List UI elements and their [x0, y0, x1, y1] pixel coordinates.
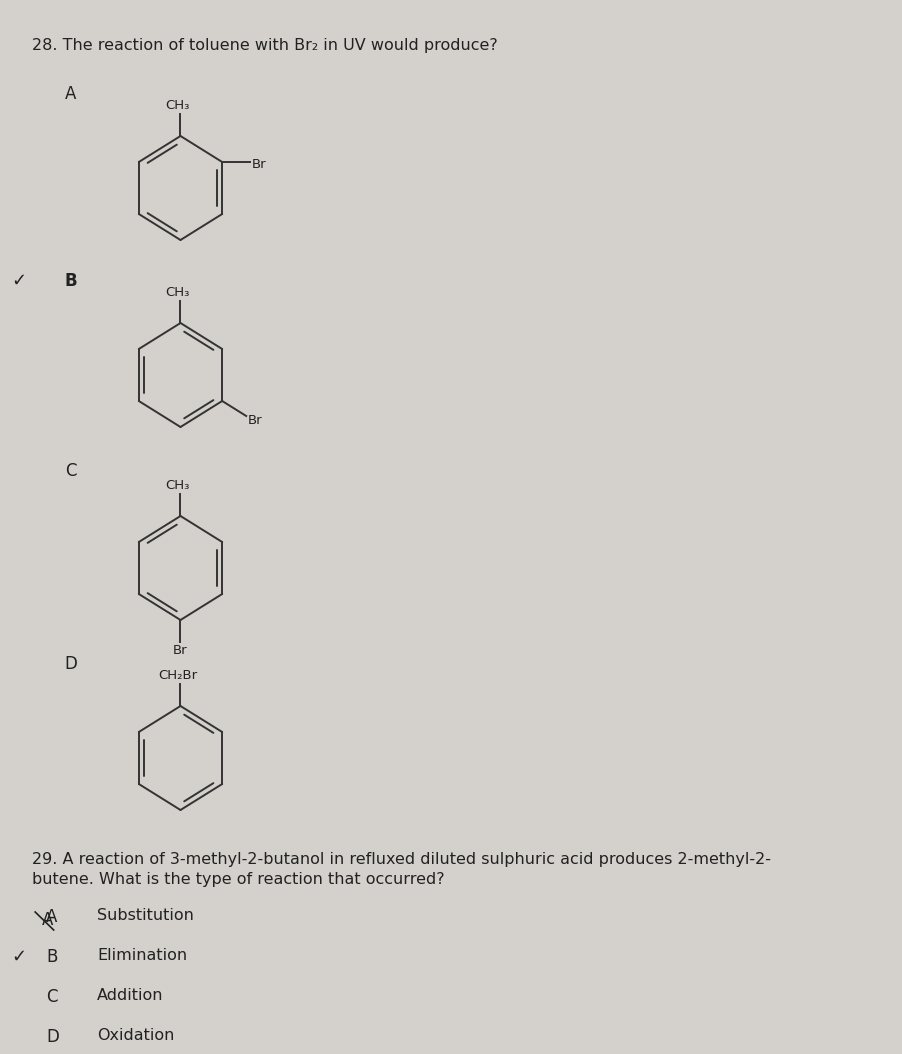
Text: CH₃: CH₃	[166, 479, 190, 492]
Text: B: B	[46, 948, 58, 967]
Text: Oxidation: Oxidation	[97, 1028, 175, 1043]
Text: Br: Br	[248, 414, 262, 427]
Text: C: C	[65, 462, 77, 480]
Text: D: D	[65, 655, 78, 674]
Text: ✓: ✓	[11, 948, 26, 967]
Text: CH₃: CH₃	[166, 286, 190, 299]
Text: Br: Br	[173, 644, 188, 657]
Text: CH₃: CH₃	[166, 99, 190, 112]
Text: A: A	[46, 907, 58, 926]
Text: butene. What is the type of reaction that occurred?: butene. What is the type of reaction tha…	[32, 872, 445, 887]
Text: Br: Br	[252, 157, 266, 171]
Text: B: B	[65, 272, 78, 290]
Text: 28. The reaction of toluene with Br₂ in UV would produce?: 28. The reaction of toluene with Br₂ in …	[32, 38, 498, 53]
Text: C: C	[46, 988, 58, 1006]
Text: 29. A reaction of 3-methyl-2-butanol in refluxed diluted sulphuric acid produces: 29. A reaction of 3-methyl-2-butanol in …	[32, 852, 771, 867]
Text: A: A	[65, 85, 76, 103]
Text: Elimination: Elimination	[97, 948, 188, 963]
Text: A: A	[41, 911, 53, 929]
Text: D: D	[46, 1028, 60, 1046]
Text: CH₂Br: CH₂Br	[158, 669, 198, 682]
Text: ✓: ✓	[11, 272, 26, 290]
Text: Substitution: Substitution	[97, 907, 194, 923]
Text: Addition: Addition	[97, 988, 163, 1003]
